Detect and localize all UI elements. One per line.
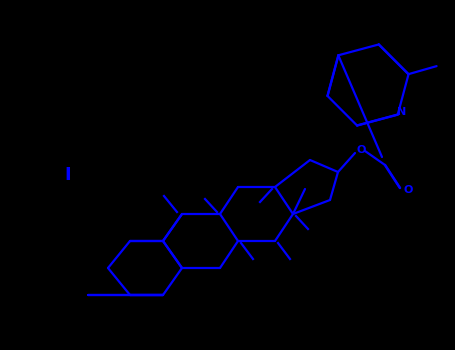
Text: N: N <box>397 107 406 117</box>
Text: O: O <box>403 185 413 195</box>
Text: O: O <box>356 145 366 155</box>
Text: I: I <box>65 166 71 184</box>
